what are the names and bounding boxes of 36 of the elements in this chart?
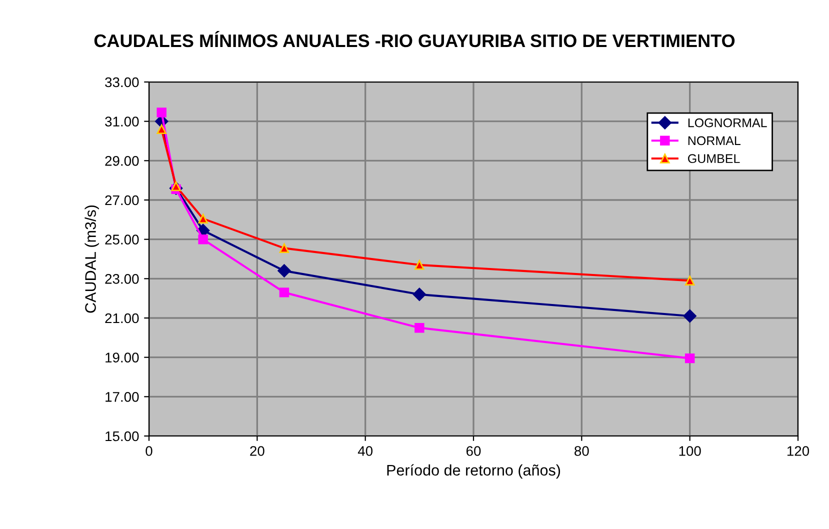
point bbox=[279, 243, 290, 254]
point bbox=[156, 124, 166, 134]
x-axis-title: Período de retorno (años) bbox=[387, 464, 560, 479]
legend-label: GUMBEL bbox=[688, 154, 740, 164]
point bbox=[156, 108, 166, 118]
y-tick-label: 19.00 bbox=[106, 352, 139, 363]
y-axis-title: CAUDAL (m3/s) bbox=[84, 205, 99, 313]
x-tick-label: 120 bbox=[787, 446, 810, 456]
x-tick-label: 80 bbox=[574, 446, 589, 456]
y-tick-label: 21.00 bbox=[105, 313, 139, 324]
point bbox=[412, 288, 426, 301]
y-tick-label: 23.00 bbox=[105, 274, 139, 284]
x-tick-label: 100 bbox=[679, 446, 701, 456]
point bbox=[414, 260, 424, 270]
y-tick-label: 25.00 bbox=[105, 234, 139, 245]
y-tick-label: 33.00 bbox=[105, 77, 139, 88]
legend-label: NORMAL bbox=[688, 136, 740, 146]
y-tick-label: 31.00 bbox=[105, 116, 139, 127]
legend-label: LOGNORMAL bbox=[688, 118, 767, 128]
point bbox=[279, 288, 290, 298]
x-tick-label: 0 bbox=[146, 446, 152, 456]
y-tick-label: 29.00 bbox=[105, 156, 139, 166]
point bbox=[198, 234, 208, 244]
point bbox=[683, 309, 696, 323]
x-tick-label: 20 bbox=[250, 446, 264, 456]
x-tick-label: 40 bbox=[358, 446, 373, 456]
y-tick-label: 17.00 bbox=[106, 392, 139, 402]
point bbox=[414, 322, 424, 333]
x-tick-label: 60 bbox=[466, 446, 481, 456]
y-tick-label: 15.00 bbox=[106, 431, 139, 442]
point bbox=[198, 214, 208, 224]
point bbox=[684, 353, 695, 364]
point bbox=[684, 276, 695, 286]
chart-title: CAUDALES MÍNIMOS ANUALES -RIO GUAYURIBA SITIO DE VERTIMIENTO bbox=[94, 30, 735, 48]
point bbox=[278, 264, 291, 278]
y-tick-label: 27.00 bbox=[105, 195, 139, 206]
